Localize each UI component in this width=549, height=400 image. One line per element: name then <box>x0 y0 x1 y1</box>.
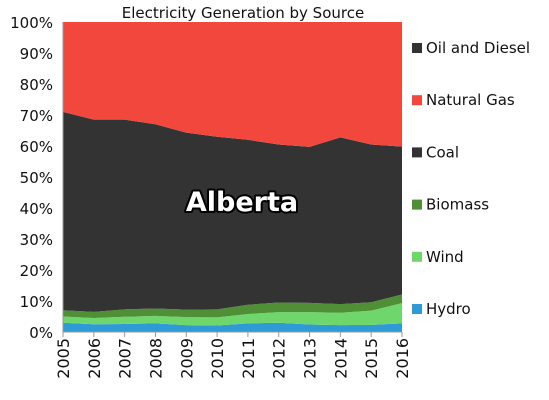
x-tick-label: 2008 <box>146 338 165 379</box>
chart-title: Electricity Generation by Source <box>122 4 364 22</box>
legend-label-coal: Coal <box>426 143 459 161</box>
y-tick-label: 100% <box>10 14 53 32</box>
x-tick-label: 2006 <box>85 338 104 379</box>
legend-label-hydro: Hydro <box>426 300 471 318</box>
legend-swatch-coal <box>412 147 422 158</box>
y-tick-label: 60% <box>20 138 53 156</box>
legend-swatch-biomass <box>412 199 422 210</box>
chart-areas <box>63 22 402 332</box>
area-coal <box>63 111 402 312</box>
legend-swatch-oil-and-diesel <box>412 43 422 53</box>
x-tick-label: 2012 <box>270 338 289 379</box>
x-tick-label: 2014 <box>331 338 350 379</box>
area-biomass <box>63 294 402 319</box>
legend-swatch-wind <box>412 251 422 262</box>
x-tick-label: 2015 <box>362 338 381 379</box>
y-tick-label: 70% <box>20 107 53 125</box>
legend-label-wind: Wind <box>426 248 464 266</box>
y-tick-label: 20% <box>20 262 53 280</box>
legend-label-biomass: Biomass <box>426 196 489 214</box>
area-wind <box>63 303 402 326</box>
x-tick-label: 2009 <box>177 338 196 379</box>
y-tick-label: 0% <box>29 324 53 342</box>
area-hydro <box>63 322 402 332</box>
y-tick-label: 50% <box>20 169 53 187</box>
legend-swatch-natural-gas <box>412 95 422 106</box>
chart-annotation: Alberta <box>186 187 298 218</box>
x-tick-label: 2005 <box>54 338 73 379</box>
x-tick-label: 2010 <box>208 338 227 379</box>
legend-swatch-hydro <box>412 304 422 314</box>
area-natural-gas <box>63 22 402 147</box>
legend-label-natural-gas: Natural Gas <box>426 91 515 109</box>
y-tick-label: 30% <box>20 231 53 249</box>
y-tick-label: 40% <box>20 200 53 218</box>
x-tick-label: 2007 <box>116 338 135 379</box>
chart-axes: 0% 10% 20% 30% 40% 50% 60% 70% 80% 90% 100% 2005 200… <box>10 14 412 379</box>
x-tick-label: 2011 <box>239 338 258 379</box>
x-tick-label: 2013 <box>301 338 320 379</box>
chart-legend: Oil and Diesel Natural Gas Coal Biomass Wind… <box>412 39 530 318</box>
x-tick-label: 2016 <box>393 338 412 379</box>
y-tick-label: 90% <box>20 45 53 63</box>
legend-label-oil-and-diesel: Oil and Diesel <box>426 39 530 57</box>
y-tick-label: 80% <box>20 76 53 94</box>
y-tick-label: 10% <box>20 293 53 311</box>
